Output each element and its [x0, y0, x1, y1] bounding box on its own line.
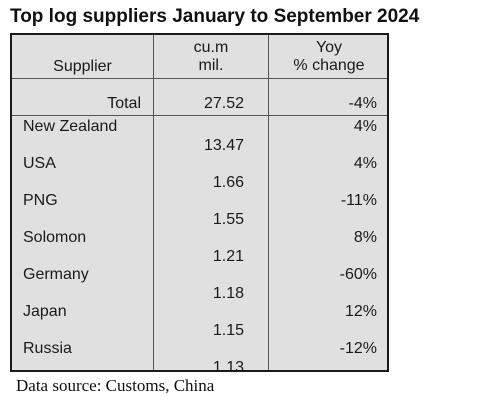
table-row: PNG 1.55 -11%	[12, 190, 387, 228]
total-yoy: -4%	[348, 95, 377, 112]
supplier-rows: New Zealand 13.47 4% USA 1.66 4% PNG 1.55 -11% So…	[12, 116, 387, 376]
page-title: Top log suppliers January to September 2…	[10, 6, 420, 27]
supplier-name: Germany	[23, 266, 89, 283]
supplier-name: Russia	[23, 340, 72, 357]
supplier-yoy: 4%	[353, 118, 377, 135]
supplier-volume: 1.13	[212, 359, 244, 376]
supplier-name: PNG	[23, 192, 58, 209]
header-supplier: Supplier	[53, 58, 112, 75]
column-divider	[153, 35, 154, 370]
total-volume: 27.52	[203, 95, 244, 112]
supplier-yoy: -11%	[340, 192, 377, 209]
supplier-yoy: -60%	[339, 266, 377, 283]
supplier-name: USA	[23, 155, 56, 172]
header-yoy-line-2: % change	[293, 57, 365, 74]
header-volume-line-1: cu.m	[193, 39, 229, 56]
table-row: Solomon 1.21 8%	[12, 227, 387, 265]
supplier-name: Solomon	[23, 229, 87, 246]
header-yoy: Yoy % change	[269, 39, 389, 75]
total-divider	[12, 115, 387, 116]
supplier-volume: 1.21	[212, 248, 244, 265]
supplier-volume: 13.47	[203, 137, 244, 154]
header-divider	[12, 78, 387, 79]
suppliers-table: Supplier cu.m mil. Yoy % change Total 27…	[10, 33, 389, 376]
table-row: USA 1.66 4%	[12, 153, 387, 191]
header-yoy-line-1: Yoy	[315, 39, 343, 56]
supplier-yoy: -12%	[339, 340, 377, 357]
supplier-name: Japan	[23, 303, 67, 320]
table-row: Russia 1.13 -12%	[12, 338, 387, 376]
total-label: Total	[107, 95, 141, 112]
supplier-volume: 1.55	[212, 211, 244, 228]
supplier-yoy: 4%	[353, 155, 377, 172]
table-row: Germany 1.18 -60%	[12, 264, 387, 302]
data-source-note: Data source: Customs, China	[16, 376, 215, 395]
table-row: New Zealand 13.47 4%	[12, 116, 387, 154]
supplier-name: New Zealand	[23, 118, 118, 135]
supplier-volume: 1.18	[212, 285, 244, 302]
header-volume-line-2: mil.	[198, 57, 224, 74]
column-divider	[268, 35, 269, 370]
table-row: Japan 1.15 12%	[12, 301, 387, 339]
supplier-volume: 1.15	[212, 322, 244, 339]
header-volume: cu.m mil.	[154, 39, 268, 75]
supplier-volume: 1.66	[212, 174, 244, 191]
supplier-yoy: 8%	[353, 229, 377, 246]
supplier-yoy: 12%	[344, 303, 377, 320]
